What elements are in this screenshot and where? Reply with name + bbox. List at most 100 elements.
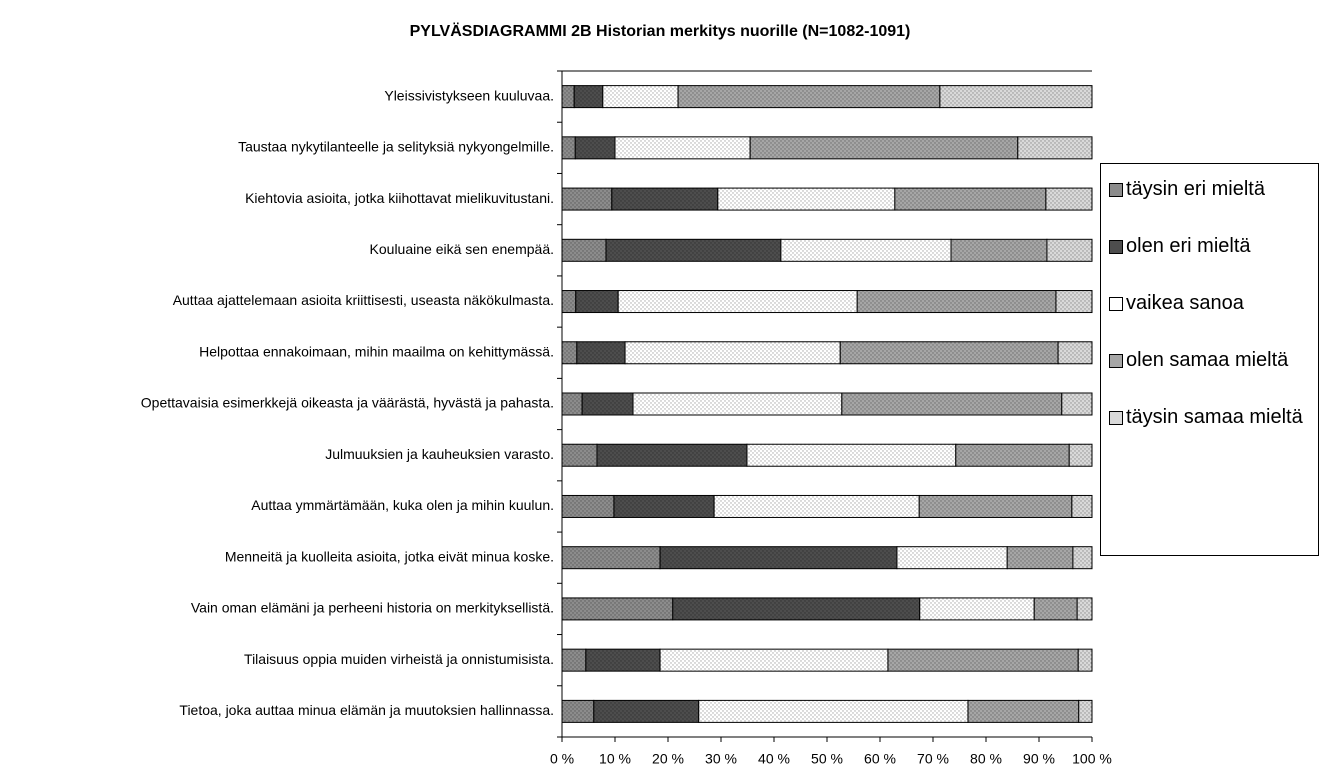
bar-segment	[677, 85, 941, 109]
bar-segment	[632, 392, 843, 416]
bar-segment	[602, 85, 679, 109]
bar-segment	[596, 443, 748, 467]
bar-segment	[561, 392, 583, 416]
x-tick-label: 10 %	[599, 751, 631, 767]
bar-segment	[780, 238, 952, 262]
bar-segment	[1017, 136, 1093, 160]
bar-segment	[605, 238, 782, 262]
bar-segment	[919, 597, 1035, 621]
bar-segment	[576, 341, 626, 365]
bar-segment	[561, 238, 607, 262]
bar-segment	[561, 136, 576, 160]
legend-label: olen eri mieltä	[1126, 235, 1251, 257]
bar-segment	[561, 341, 578, 365]
bar-segment	[614, 136, 751, 160]
bar-segment	[672, 597, 921, 621]
x-tick-label: 30 %	[705, 751, 737, 767]
bar-segment	[1078, 699, 1093, 723]
x-tick-label: 40 %	[758, 751, 790, 767]
legend-item: täysin samaa mieltä	[1109, 406, 1314, 429]
bar-segment	[1072, 546, 1093, 570]
bar-segment	[1068, 443, 1093, 467]
x-tick-label: 100 %	[1072, 751, 1112, 767]
bar-segment	[955, 443, 1070, 467]
bar-segment	[561, 699, 595, 723]
bar-segment	[896, 546, 1008, 570]
bar-segment	[1061, 392, 1093, 416]
y-tick-label: Helpottaa ennakoimaan, mihin maailma on …	[199, 343, 554, 359]
bar-segment	[561, 546, 661, 570]
bar-segment	[1071, 494, 1093, 518]
bar-segment	[611, 187, 719, 211]
legend-swatch	[1109, 183, 1123, 197]
y-tick-label: Tilaisuus oppia muiden virheistä ja onni…	[244, 651, 554, 667]
y-tick-label: Kiehtovia asioita, jotka kiihottavat mie…	[245, 190, 554, 206]
legend-item: olen eri mieltä	[1109, 235, 1314, 258]
bar-segment	[950, 238, 1048, 262]
y-tick-label: Yleissivistykseen kuuluvaa.	[384, 87, 554, 103]
legend-label: olen samaa mieltä	[1126, 349, 1289, 371]
legend: täysin eri mieltä olen eri mieltä vaikea s…	[1100, 163, 1319, 556]
bar-segment	[659, 648, 889, 672]
legend-swatch	[1109, 240, 1123, 254]
bar-segment	[1046, 238, 1093, 262]
bar-segment	[561, 443, 598, 467]
bar-segment	[713, 494, 920, 518]
bar-segment	[939, 85, 1093, 109]
legend-item: täysin eri mieltä	[1109, 178, 1314, 201]
bar-segment	[575, 290, 619, 314]
bar-segment	[841, 392, 1063, 416]
x-tick-label: 80 %	[970, 751, 1002, 767]
bar-segment	[585, 648, 661, 672]
y-tick-label: Menneitä ja kuolleita asioita, jotka eiv…	[225, 548, 554, 564]
bar-segment	[1077, 648, 1093, 672]
bar-segment	[1057, 341, 1093, 365]
bar-segment	[1033, 597, 1078, 621]
y-tick-label: Julmuuksien ja kauheuksien varasto.	[325, 446, 554, 462]
x-tick-label: 50 %	[811, 751, 843, 767]
y-tick-label: Vain oman elämäni ja perheeni historia o…	[191, 600, 554, 616]
bar-segment	[717, 187, 896, 211]
bar-segment	[581, 392, 634, 416]
bar-segment	[561, 648, 587, 672]
legend-label: täysin samaa mieltä	[1126, 406, 1303, 428]
legend-item: olen samaa mieltä	[1109, 349, 1314, 372]
bar-segment	[561, 494, 615, 518]
bar-segment	[1076, 597, 1093, 621]
bar-segment	[918, 494, 1073, 518]
y-tick-label: Taustaa nykytilanteelle ja selityksiä ny…	[238, 139, 554, 155]
bar-segment	[698, 699, 969, 723]
bar-segment	[839, 341, 1059, 365]
legend-swatch	[1109, 411, 1123, 425]
bar-segment	[1045, 187, 1093, 211]
bar-segment	[1006, 546, 1074, 570]
bar-segment	[561, 85, 575, 109]
x-tick-label: 90 %	[1023, 751, 1055, 767]
bar-segment	[749, 136, 1019, 160]
bar-segment	[613, 494, 715, 518]
legend-swatch	[1109, 354, 1123, 368]
bar-segment	[894, 187, 1047, 211]
legend-swatch	[1109, 297, 1123, 311]
bar-segment	[574, 136, 616, 160]
bar-segment	[856, 290, 1057, 314]
chart-title: PYLVÄSDIAGRAMMI 2B Historian merkitys nu…	[410, 22, 911, 40]
bar-segment	[561, 290, 577, 314]
bar-segment	[561, 597, 674, 621]
y-tick-label: Opettavaisia esimerkkejä oikeasta ja vää…	[141, 395, 554, 411]
bar-segment	[887, 648, 1079, 672]
x-tick-label: 0 %	[550, 751, 574, 767]
bar-segment	[1055, 290, 1093, 314]
x-tick-label: 70 %	[917, 751, 949, 767]
bar-segment	[593, 699, 700, 723]
x-tick-label: 20 %	[652, 751, 684, 767]
legend-label: täysin eri mieltä	[1126, 178, 1265, 200]
bar-segment	[573, 85, 604, 109]
y-tick-label: Kouluaine eikä sen enempää.	[370, 241, 554, 257]
x-tick-label: 60 %	[864, 751, 896, 767]
legend-item: vaikea sanoa	[1109, 292, 1314, 315]
y-tick-label: Tietoa, joka auttaa minua elämän ja muut…	[179, 702, 554, 718]
y-tick-label: Auttaa ymmärtämään, kuka olen ja mihin k…	[251, 497, 554, 513]
